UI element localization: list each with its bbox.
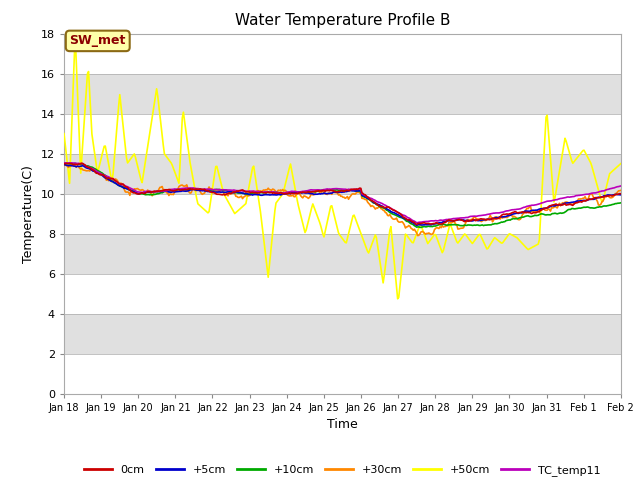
Line: +50cm: +50cm (64, 34, 621, 299)
0cm (362, 193, 370, 199)
Line: +30cm: +30cm (64, 164, 621, 236)
+50cm (329, 207, 337, 213)
+30cm (519, 211, 527, 217)
+50cm (606, 171, 614, 177)
+50cm (71, 31, 79, 37)
+5cm (324, 191, 332, 196)
X-axis label: Time: Time (327, 418, 358, 431)
Bar (64, 73, 621, 114)
TC_temp11 (324, 186, 332, 192)
Title: Water Temperature Profile B: Water Temperature Profile B (235, 13, 450, 28)
Legend: 0cm, +5cm, +10cm, +30cm, +50cm, TC_temp11: 0cm, +5cm, +10cm, +30cm, +50cm, TC_temp1… (79, 460, 605, 480)
Y-axis label: Temperature(C): Temperature(C) (22, 165, 35, 263)
+5cm (518, 210, 525, 216)
0cm (606, 193, 614, 199)
Bar (64, 313, 621, 354)
Bar (64, 274, 621, 313)
+10cm (617, 200, 625, 206)
TC_temp11 (328, 186, 335, 192)
+10cm (518, 215, 525, 220)
+5cm (328, 190, 335, 196)
0cm (60, 161, 68, 167)
+50cm (617, 161, 625, 167)
+30cm (362, 196, 370, 202)
+50cm (394, 296, 401, 301)
TC_temp11 (60, 160, 68, 166)
Line: +10cm: +10cm (64, 163, 621, 228)
Bar (64, 154, 621, 193)
+50cm (519, 241, 527, 247)
Line: +5cm: +5cm (64, 165, 621, 225)
Bar (64, 193, 621, 234)
Text: SW_met: SW_met (70, 35, 126, 48)
+5cm (60, 162, 68, 168)
TC_temp11 (617, 183, 625, 189)
0cm (413, 222, 420, 228)
Line: TC_temp11: TC_temp11 (64, 163, 621, 223)
+10cm (328, 187, 335, 193)
+30cm (329, 189, 337, 195)
Bar (64, 114, 621, 154)
0cm (329, 188, 337, 193)
+30cm (617, 188, 625, 193)
+30cm (326, 191, 333, 196)
+50cm (362, 245, 370, 251)
TC_temp11 (413, 220, 420, 226)
TC_temp11 (362, 192, 369, 198)
+50cm (326, 208, 333, 214)
0cm (326, 188, 333, 193)
Bar (64, 354, 621, 394)
+10cm (324, 187, 332, 193)
+10cm (362, 194, 369, 200)
+5cm (392, 211, 399, 216)
Bar (64, 34, 621, 73)
0cm (617, 191, 625, 196)
+10cm (605, 203, 612, 208)
TC_temp11 (518, 205, 525, 211)
Line: 0cm: 0cm (64, 163, 621, 225)
+30cm (393, 215, 401, 221)
TC_temp11 (605, 186, 612, 192)
TC_temp11 (392, 208, 399, 214)
+30cm (60, 163, 68, 168)
+5cm (362, 194, 369, 200)
Bar (64, 234, 621, 274)
+5cm (605, 192, 612, 198)
+5cm (413, 222, 420, 228)
+10cm (60, 160, 68, 166)
+50cm (393, 284, 401, 289)
+50cm (60, 131, 68, 136)
0cm (393, 209, 401, 215)
+10cm (417, 225, 425, 230)
+30cm (414, 233, 422, 239)
0cm (519, 209, 527, 215)
+30cm (606, 194, 614, 200)
+5cm (617, 192, 625, 198)
0cm (78, 160, 86, 166)
+10cm (392, 212, 399, 218)
+30cm (68, 161, 76, 167)
